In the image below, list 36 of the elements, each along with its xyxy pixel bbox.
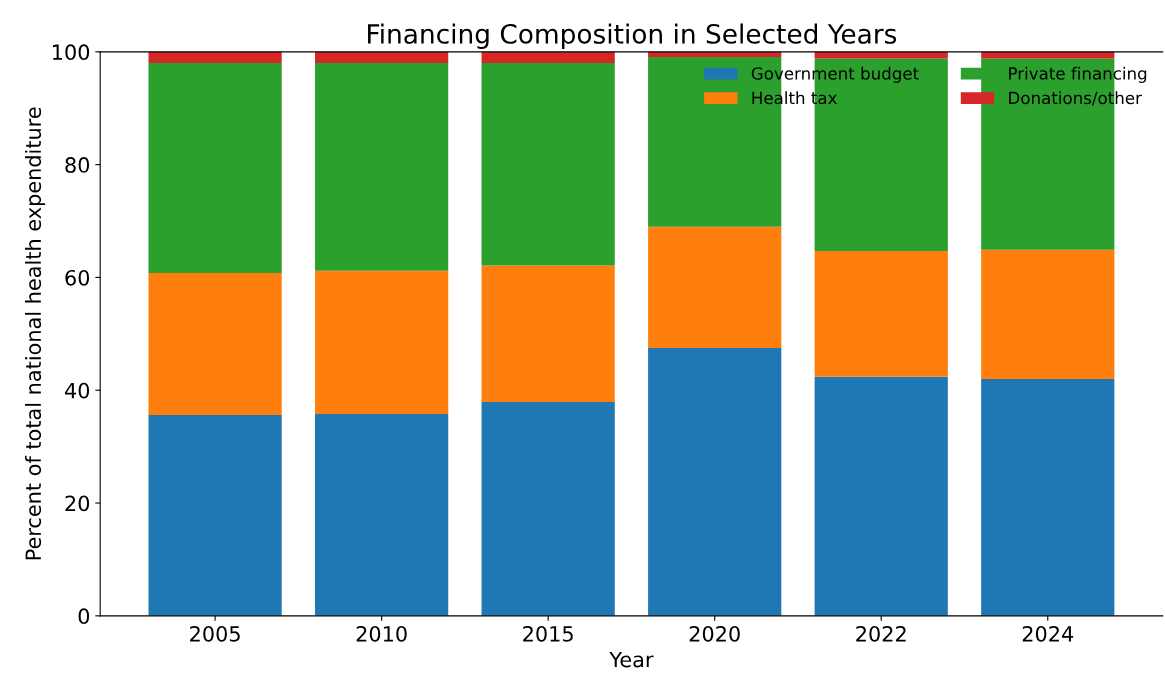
y-tick-label: 60 xyxy=(65,269,90,286)
bar xyxy=(648,347,782,616)
bar xyxy=(981,51,1115,59)
y-tick-label: 20 xyxy=(65,495,90,512)
bar xyxy=(315,413,449,616)
y-tick-label: 0 xyxy=(78,608,90,625)
x-tick-label: 2020 xyxy=(689,625,740,642)
bar xyxy=(481,265,615,403)
chart-title: Financing Composition in Selected Years xyxy=(368,23,897,49)
bar xyxy=(481,63,615,266)
bar xyxy=(148,415,282,616)
bar xyxy=(481,51,615,64)
bar xyxy=(981,249,1115,379)
y-axis-title: Percent of total national health expenditure xyxy=(24,107,46,560)
y-tick-label: 80 xyxy=(65,157,90,173)
bar xyxy=(315,270,449,414)
bar xyxy=(315,51,449,64)
bar xyxy=(148,272,282,416)
x-tick-label: 2022 xyxy=(856,625,906,642)
bar xyxy=(148,63,282,273)
bar xyxy=(814,250,948,377)
x-tick-label: 2024 xyxy=(1022,625,1074,642)
bar xyxy=(648,226,782,348)
x-axis-title: Year xyxy=(609,651,654,668)
bar xyxy=(814,51,948,59)
x-tick-label: 2005 xyxy=(190,625,240,642)
bar xyxy=(814,376,948,616)
y-tick-label: 40 xyxy=(64,382,90,399)
x-tick-label: 2010 xyxy=(356,625,407,642)
y-tick-label: 100 xyxy=(52,44,90,61)
bar xyxy=(148,51,282,64)
bar xyxy=(648,51,782,57)
bar xyxy=(981,378,1115,616)
bar xyxy=(481,402,615,616)
bar xyxy=(315,63,449,271)
x-tick-label: 2015 xyxy=(523,625,573,642)
